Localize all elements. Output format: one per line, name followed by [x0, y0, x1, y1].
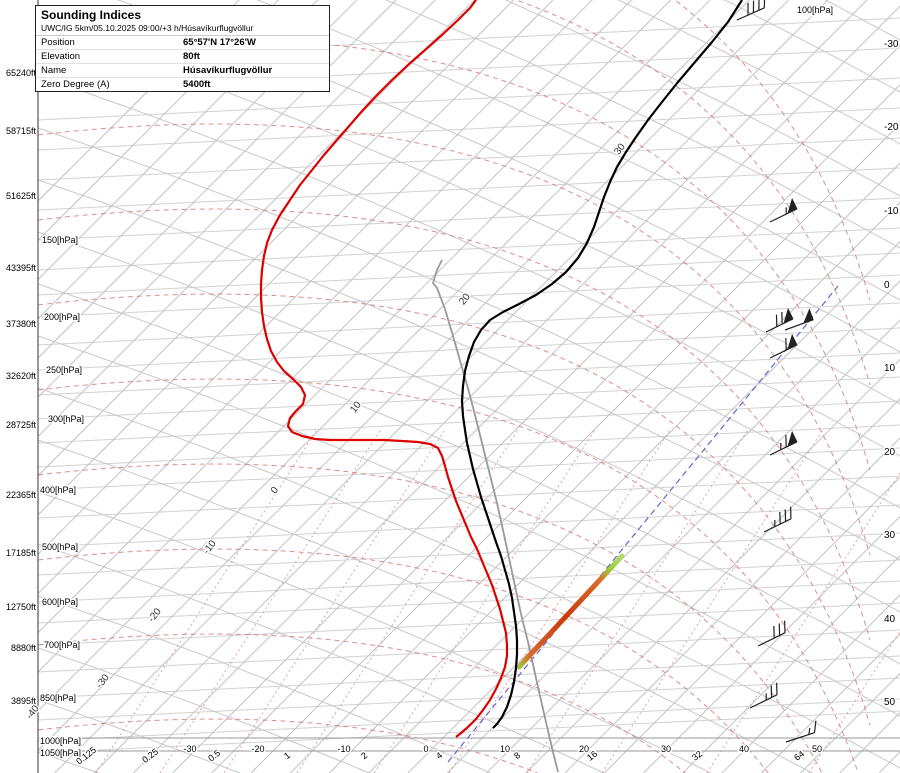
bottom-temp-label: -30	[183, 744, 196, 754]
row-value: 5400ft	[183, 79, 211, 90]
panel-row-position: Position 65°57'N 17°26'W	[36, 36, 329, 50]
isotherm-inline-label: -30	[94, 672, 112, 691]
dewpoint-curve	[259, 0, 509, 738]
pressure-label: 1050[hPa]	[40, 748, 81, 758]
pressure-label: 250[hPa]	[46, 365, 82, 375]
panel-row-elevation: Elevation 80ft	[36, 50, 329, 64]
bottom-temp-label: 40	[739, 744, 749, 754]
right-temp-label: -20	[884, 122, 899, 133]
altitude-label: 51625ft	[6, 191, 37, 201]
altitude-label: 3895ft	[11, 696, 37, 706]
wind-barb	[736, 0, 766, 21]
wind-barb	[757, 620, 786, 647]
altitude-label: 43395ft	[6, 263, 37, 273]
wind-barb	[769, 197, 798, 223]
altitude-label: 37380ft	[6, 319, 37, 329]
right-temp-label: -10	[884, 206, 899, 217]
hazard-gradient-segment	[516, 553, 625, 670]
right-temp-label: 10	[884, 363, 896, 374]
pressure-label: 500[hPa]	[42, 542, 78, 552]
pressure-label: 200[hPa]	[44, 312, 80, 322]
altitude-label: 65240ft	[6, 68, 37, 78]
isotherm-inline-label: 20	[457, 291, 473, 307]
right-temp-label: 50	[884, 697, 896, 708]
bottom-temp-label: 50	[812, 744, 822, 754]
pressure-label: 1000[hPa]	[40, 736, 81, 746]
bottom-temp-label: 20	[579, 744, 589, 754]
mixing-ratio-label: 1	[282, 750, 292, 761]
row-value: 65°57'N 17°26'W	[183, 37, 256, 48]
wind-barbs	[736, 0, 817, 743]
model-run-line: UWC/IG 5km/05.10.2025 09:00/+3 h/Húsavík…	[36, 23, 329, 36]
bottom-temp-label: -10	[337, 744, 350, 754]
pressure-label: 400[hPa]	[40, 485, 76, 495]
row-value: Húsavíkurflugvöllur	[183, 65, 273, 76]
profile-layer	[259, 0, 839, 773]
right-temp-label: 0	[884, 280, 890, 291]
sounding-indices-panel: Sounding Indices UWC/IG 5km/05.10.2025 0…	[35, 5, 330, 92]
pressure-label: 700[hPa]	[44, 640, 80, 650]
mixing-ratio-label: 8	[512, 750, 522, 761]
panel-title: Sounding Indices	[41, 8, 142, 22]
temperature-curve	[460, 0, 743, 729]
bottom-temp-label: 30	[661, 744, 671, 754]
row-label: Zero Degree (A)	[41, 79, 110, 90]
isotherm-inline-label: 0	[269, 485, 281, 497]
wind-barb	[784, 308, 814, 331]
isotherm-inline-label: -10	[201, 538, 219, 557]
altitude-label: 32620ft	[6, 371, 37, 381]
panel-row-name: Name Húsavíkurflugvöllur	[36, 64, 329, 78]
wind-barb	[769, 430, 798, 456]
dry-adiabats	[38, 0, 900, 773]
altitude-label: 8880ft	[11, 643, 37, 653]
pressure-label: 150[hPa]	[42, 235, 78, 245]
row-label: Elevation	[41, 51, 81, 62]
parcel-curve	[431, 259, 559, 773]
bottom-temp-label: 10	[500, 744, 510, 754]
mixing-ratio-label: 2	[359, 750, 369, 761]
panel-row-zero-degree: Zero Degree (A) 5400ft	[36, 78, 329, 91]
isotherm-inline-label: -20	[146, 606, 164, 625]
pressure-label: 600[hPa]	[42, 597, 78, 607]
altitude-label: 22365ft	[6, 490, 37, 500]
right-temp-label: 20	[884, 447, 896, 458]
mixing-ratio-lines	[95, 427, 900, 773]
pressure-label: 850[hPa]	[40, 693, 76, 703]
right-temp-label: 30	[884, 530, 896, 541]
altitude-label: 17185ft	[6, 548, 37, 558]
row-label: Position	[41, 37, 75, 48]
bottom-temp-label: -20	[251, 744, 264, 754]
wind-barb	[763, 506, 792, 533]
wind-barb	[765, 307, 794, 333]
isotherm-inline-label: 30	[612, 141, 628, 157]
altitude-label: 28725ft	[6, 420, 37, 430]
wind-barb	[749, 682, 778, 709]
pressure-label-top: 100[hPa]	[797, 5, 833, 15]
bottom-temp-label: 0	[423, 744, 428, 754]
right-temp-label: -30	[884, 39, 899, 50]
row-label: Name	[41, 65, 67, 76]
wind-barb	[785, 720, 817, 743]
pressure-label: 300[hPa]	[48, 414, 84, 424]
altitude-label: 58715ft	[6, 126, 37, 136]
altitude-label: 12750ft	[6, 602, 37, 612]
right-temp-label: 40	[884, 614, 896, 625]
wind-barb	[769, 333, 798, 359]
row-value: 80ft	[183, 51, 200, 62]
